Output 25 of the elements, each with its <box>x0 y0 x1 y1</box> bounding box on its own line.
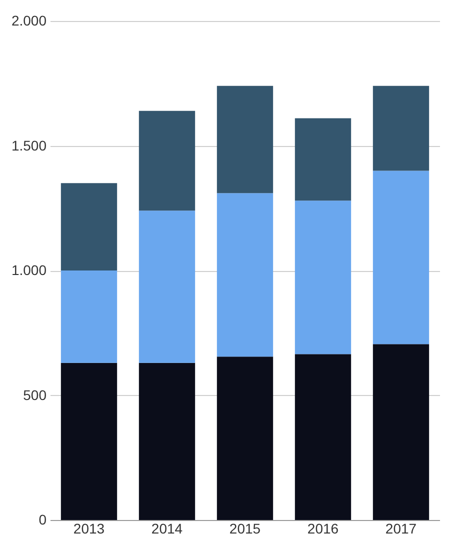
bar <box>294 354 352 520</box>
bar <box>216 356 274 520</box>
x-tick-label: 2017 <box>385 520 417 536</box>
bar <box>372 170 430 344</box>
y-tick-label: 500 <box>23 386 47 403</box>
bar <box>216 193 274 357</box>
bar <box>60 270 118 363</box>
bar <box>138 210 196 363</box>
x-tick-label: 2013 <box>73 520 105 536</box>
bar <box>294 118 352 201</box>
x-tick-label: 2016 <box>307 520 339 536</box>
bar <box>60 183 118 270</box>
x-tick-label: 2014 <box>151 520 183 536</box>
y-tick-label: 1.000 <box>11 262 47 278</box>
bar <box>138 110 196 211</box>
bar <box>372 86 430 171</box>
y-tick-label: 1.500 <box>11 137 47 154</box>
bar <box>60 362 118 520</box>
x-tick-label: 2015 <box>229 520 261 536</box>
bar <box>216 86 274 194</box>
y-tick-label: 0 <box>38 512 47 528</box>
bar <box>294 200 352 354</box>
bar <box>138 362 196 520</box>
y-tick-label: 2.000 <box>11 12 47 28</box>
bar <box>372 344 430 520</box>
